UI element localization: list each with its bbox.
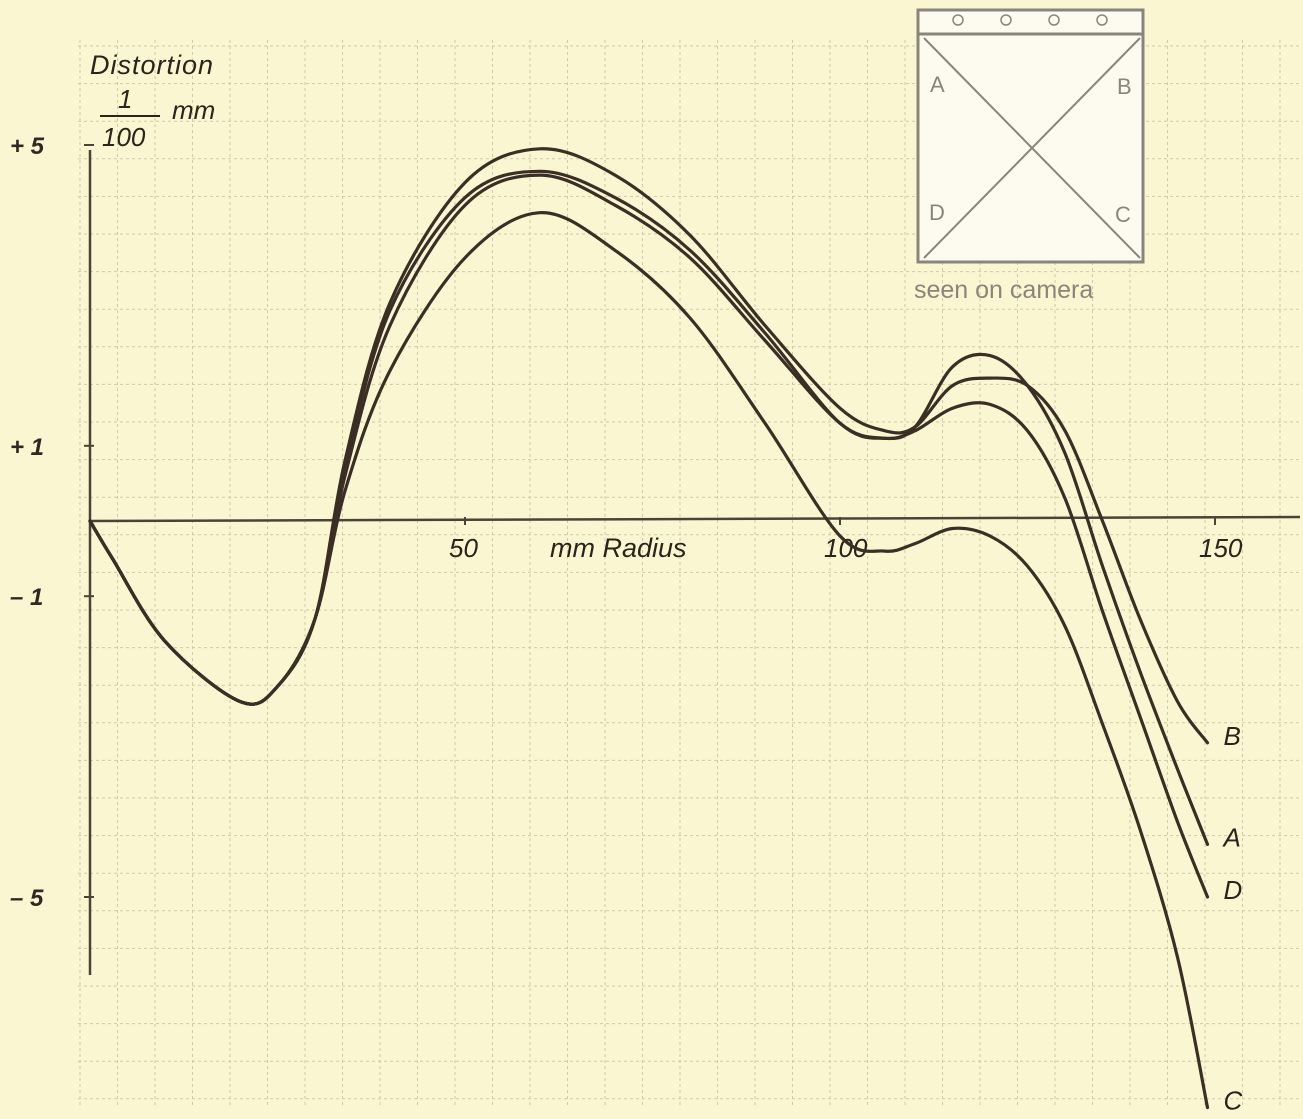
inset-hole-icon xyxy=(1048,14,1060,26)
y-unit-suffix: mm xyxy=(172,95,215,125)
curves xyxy=(88,147,1210,1110)
series-labels: B AD C xyxy=(1222,721,1243,1116)
y-tick-label: + 1 xyxy=(10,434,44,461)
series-line-a xyxy=(88,169,1210,846)
y-axis-label: Distortion xyxy=(90,50,214,80)
x-axis-line xyxy=(89,515,1301,523)
inset-frame xyxy=(916,8,1145,264)
y-tick-label: – 5 xyxy=(10,885,44,912)
series-label-c: C xyxy=(1224,1086,1243,1116)
inset-hole-icon xyxy=(1000,14,1012,26)
axes xyxy=(84,144,1301,975)
inset-label-d: D xyxy=(929,200,945,225)
x-tick-label: 100 xyxy=(824,533,868,563)
y-unit-denominator: 100 xyxy=(102,122,146,152)
inset-hole-icon xyxy=(952,14,964,26)
series-line-c xyxy=(88,211,1210,1110)
inset-caption: seen on camera xyxy=(914,276,1093,304)
series-label-d: D xyxy=(1224,875,1243,905)
x-axis-label: mm Radius xyxy=(550,533,687,563)
tick-labels: 50 100 150 + 5 + 1 – 1 – 5 xyxy=(10,133,1243,912)
inset-hole-icon xyxy=(1096,14,1108,26)
inset-label-a: A xyxy=(930,72,945,97)
x-tick-label: 150 xyxy=(1199,533,1243,563)
inset-label-b: B xyxy=(1117,74,1132,99)
y-unit-numerator: 1 xyxy=(118,84,132,114)
y-tick-label: – 1 xyxy=(10,584,43,611)
camera-orientation-inset: A B C D seen on camera xyxy=(914,8,1145,304)
inset-diagonal-b-d xyxy=(923,37,1141,259)
inset-label-c: C xyxy=(1115,202,1131,227)
series-label-b: B xyxy=(1224,721,1241,751)
x-tick-label: 50 xyxy=(449,533,478,563)
series-label-a: A xyxy=(1222,822,1241,852)
y-tick-label: + 5 xyxy=(10,133,45,160)
